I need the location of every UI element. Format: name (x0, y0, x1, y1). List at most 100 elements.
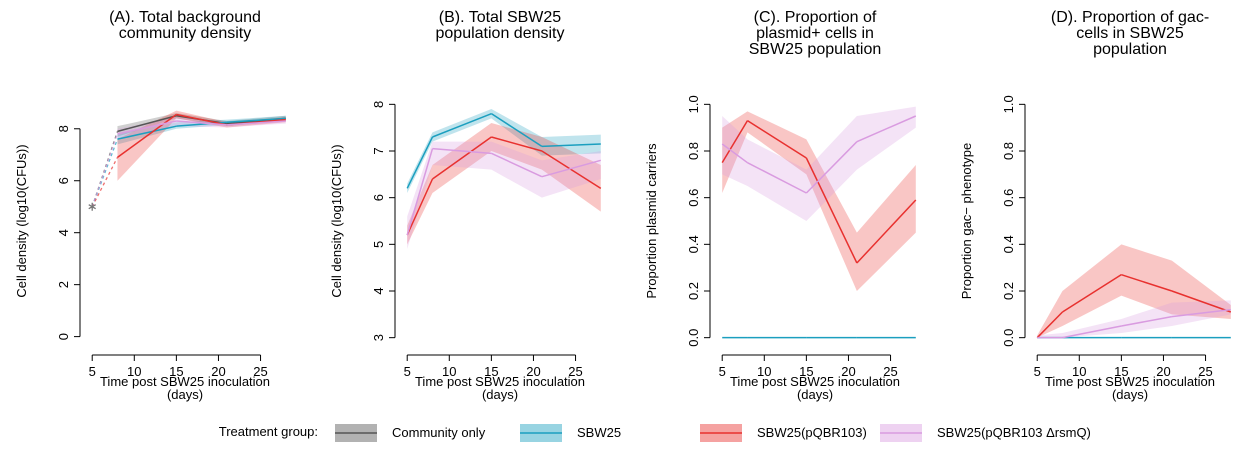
panel-title: (A). Total background (109, 9, 261, 26)
x-tick-label: 10 (442, 364, 456, 379)
x-axis-label: Time post SBW25 inoculation (1045, 374, 1215, 389)
x-tick-label: 20 (1156, 364, 1170, 379)
confidence-band (1037, 300, 1231, 338)
line-segment (432, 147, 492, 155)
line-segment (721, 143, 748, 164)
x-axis-label: (days) (167, 387, 203, 402)
y-tick-label: 1.0 (1001, 95, 1016, 113)
line-segment (117, 113, 177, 158)
y-tick-label: 0.4 (1001, 235, 1016, 253)
start-marker (88, 202, 96, 211)
legend-label: SBW25 (577, 425, 621, 440)
line-segment (1121, 273, 1173, 292)
x-tick-label: 10 (757, 364, 771, 379)
x-tick-label: 15 (484, 364, 498, 379)
line-segment (856, 199, 917, 264)
confidence-band (722, 106, 916, 221)
line-segment (406, 178, 434, 236)
line-segment (406, 136, 434, 189)
x-tick-label: 25 (883, 364, 897, 379)
confidence-band (117, 113, 286, 137)
line-segment (721, 120, 749, 164)
line-segment (432, 112, 492, 138)
y-tick-label: 0.0 (686, 329, 701, 347)
line-segment (91, 133, 119, 207)
panel-title: population density (436, 25, 565, 42)
y-tick-label: 4 (371, 287, 386, 294)
y-tick-label: 2 (56, 281, 71, 288)
x-axis-label: (days) (797, 387, 833, 402)
x-tick-label: 15 (169, 364, 183, 379)
line-segment (747, 161, 807, 194)
y-tick-label: 0.2 (686, 282, 701, 300)
line-segment (541, 150, 602, 189)
x-axis-label: Time post SBW25 inoculation (730, 374, 900, 389)
line-segment (1062, 274, 1122, 313)
x-tick-label: 5 (89, 364, 96, 379)
y-tick-label: 4 (56, 229, 71, 236)
y-tick-label: 0 (56, 333, 71, 340)
y-axis-label: Cell density (log10(CFUs)) (329, 144, 344, 297)
line-segment (226, 120, 286, 126)
y-axis-label: Proportion gac− phenotype (959, 143, 974, 299)
x-tick-label: 20 (526, 364, 540, 379)
x-axis-label: (days) (482, 387, 518, 402)
x-tick-label: 10 (1072, 364, 1086, 379)
y-axis-label: Proportion plasmid carriers (644, 143, 659, 299)
line-segment (1036, 311, 1063, 339)
line-segment (805, 141, 858, 194)
line-segment (490, 113, 543, 147)
confidence-band (407, 141, 601, 249)
x-tick-label: 25 (1198, 364, 1212, 379)
y-tick-label: 0.8 (686, 142, 701, 160)
confidence-band (407, 109, 601, 193)
line-segment (91, 138, 119, 207)
panel-title: plasmid+ cells in (756, 25, 874, 42)
confidence-band (407, 123, 601, 245)
y-axis-label: Cell density (log10(CFUs)) (14, 144, 29, 297)
y-tick-label: 8 (371, 101, 386, 108)
x-tick-label: 15 (1114, 364, 1128, 379)
panel-title: community density (119, 25, 252, 42)
line-segment (541, 159, 601, 178)
panel-title: cells in SBW25 (1076, 25, 1184, 42)
line-segment (226, 117, 286, 124)
line-segment (805, 157, 858, 264)
x-tick-label: 5 (404, 364, 411, 379)
x-tick-label: 20 (211, 364, 225, 379)
panel-title: population (1093, 41, 1167, 58)
confidence-band (117, 110, 286, 181)
y-tick-label: 6 (56, 177, 71, 184)
confidence-band (1037, 244, 1231, 338)
line-segment (117, 115, 177, 133)
x-axis-label: (days) (1112, 387, 1148, 402)
line-segment (1171, 290, 1232, 313)
x-tick-label: 5 (1034, 364, 1041, 379)
panel-title: (B). Total SBW25 (439, 9, 562, 26)
x-tick-label: 15 (799, 364, 813, 379)
panel-title: (D). Proportion of gac- (1051, 9, 1209, 26)
line-segment (491, 136, 543, 152)
panel-title: (C). Proportion of (754, 9, 877, 26)
x-tick-label: 25 (253, 364, 267, 379)
line-segment (406, 148, 434, 236)
line-segment (1171, 308, 1231, 318)
confidence-band (722, 111, 916, 291)
line-segment (176, 113, 228, 126)
line-segment (856, 115, 917, 143)
legend-label: Community only (392, 425, 486, 440)
line-segment (176, 120, 227, 126)
line-segment (541, 143, 601, 148)
line-segment (747, 120, 807, 159)
y-tick-label: 1.0 (686, 95, 701, 113)
line-segment (432, 136, 492, 180)
line-segment (1062, 325, 1122, 339)
y-tick-label: 0.4 (686, 235, 701, 253)
y-tick-label: 5 (371, 241, 386, 248)
legend-title: Treatment group: (219, 424, 318, 439)
y-tick-label: 3 (371, 334, 386, 341)
y-tick-label: 6 (371, 194, 386, 201)
x-tick-label: 25 (568, 364, 582, 379)
line-segment (1121, 315, 1173, 327)
